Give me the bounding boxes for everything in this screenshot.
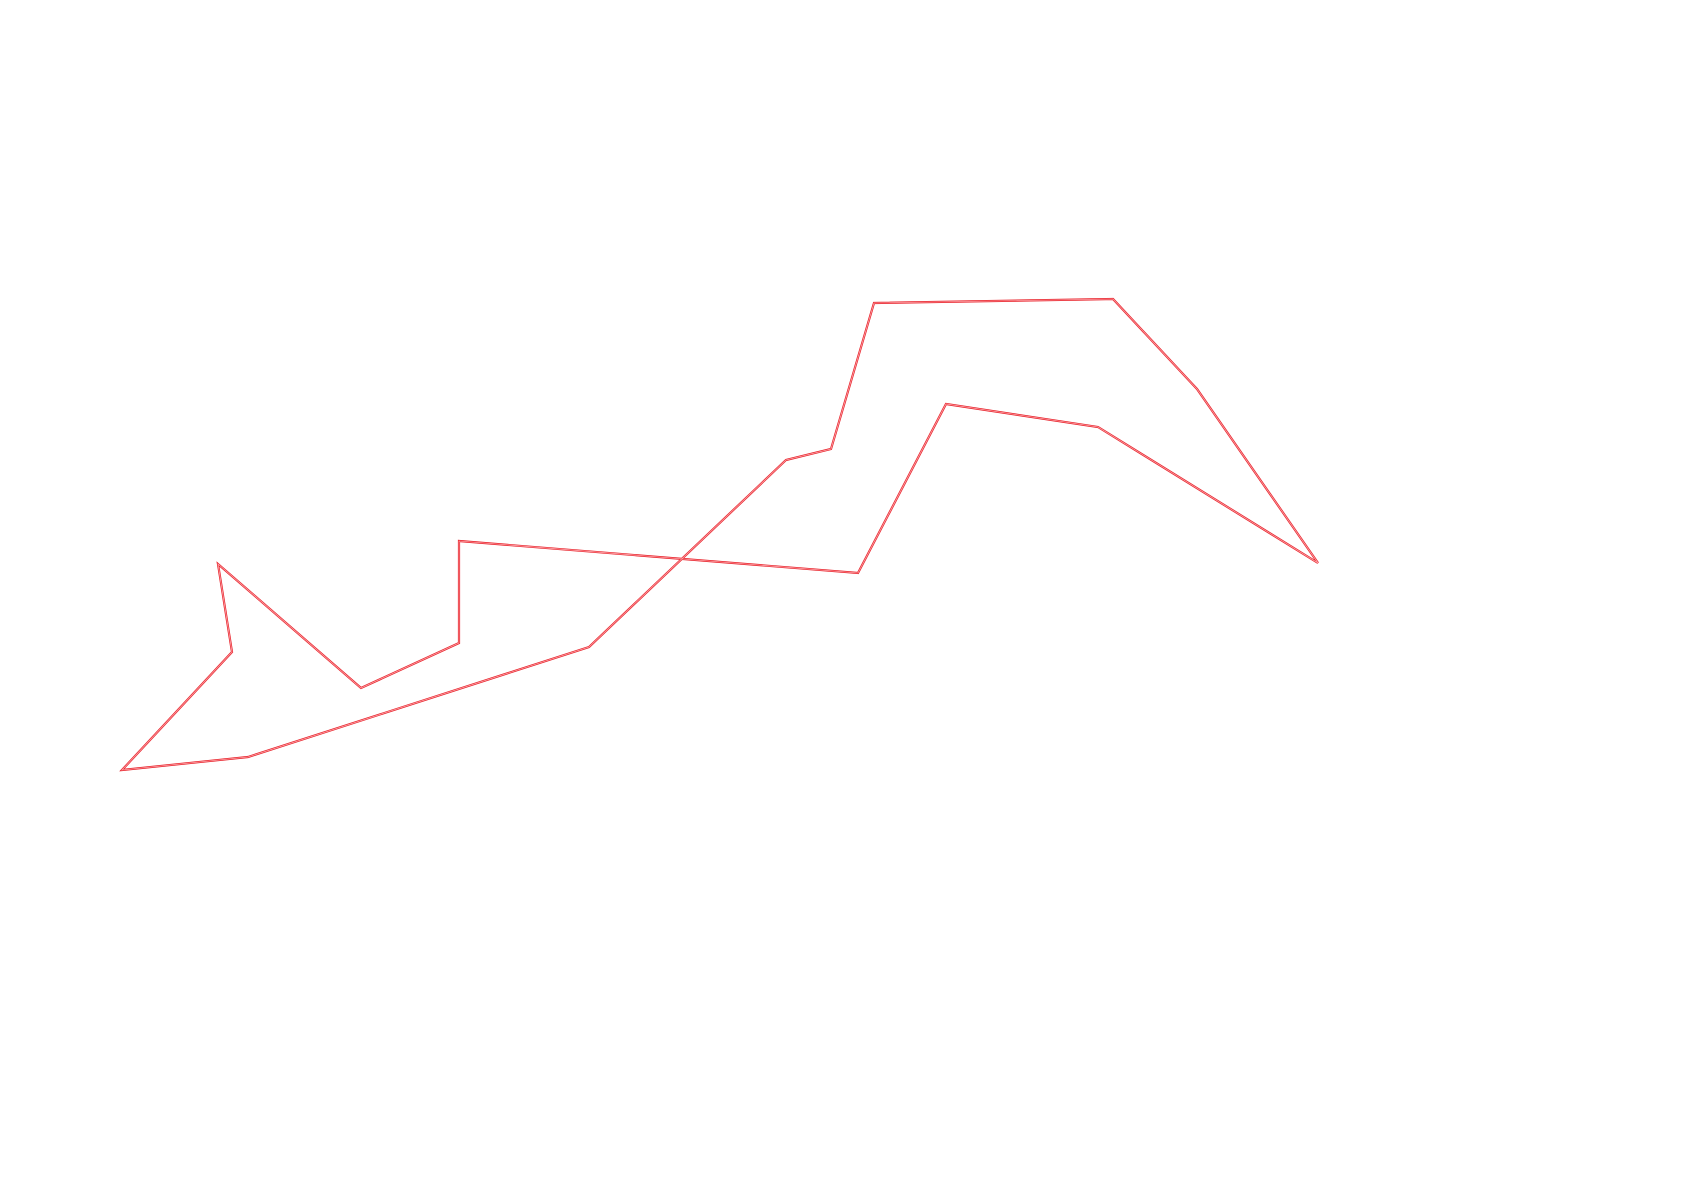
- polygon-inner-line: [120, 298, 1319, 771]
- polygon-outline: [119, 297, 1319, 772]
